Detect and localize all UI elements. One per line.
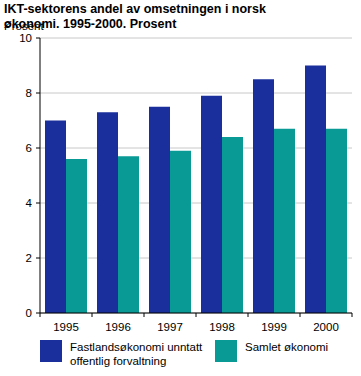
y-tick	[36, 148, 40, 149]
legend-label: Samlet økonomi	[245, 340, 361, 354]
y-tick	[36, 38, 40, 39]
x-tick	[40, 313, 41, 317]
bar	[170, 151, 191, 313]
chart-svg: Prosent 0 2 4 6 8 10 1995 1996 1997 1998 1999 2000	[0, 0, 361, 376]
legend-swatch	[215, 340, 237, 362]
x-tick-label: 1999	[261, 321, 287, 333]
bar	[253, 79, 274, 313]
y-tick	[36, 93, 40, 94]
x-tick-label: 1996	[105, 321, 131, 333]
legend-swatch	[40, 340, 62, 362]
bar	[149, 107, 170, 313]
bar	[326, 129, 347, 313]
bar	[305, 66, 326, 314]
chart-root: IKT-sektorens andel av omsetningen i nor…	[0, 0, 361, 376]
x-tick	[144, 313, 145, 317]
y-tick-label: 10	[19, 32, 32, 44]
bar	[274, 129, 295, 313]
x-tick	[196, 313, 197, 317]
bar	[66, 159, 87, 313]
y-tick-label: 8	[26, 87, 32, 99]
bars	[45, 66, 347, 314]
bar	[201, 96, 222, 313]
y-tick	[36, 258, 40, 259]
x-tick	[248, 313, 249, 317]
title: IKT-sektorens andel av omsetningen i nor…	[4, 2, 324, 32]
y-tick-label: 2	[26, 252, 32, 264]
bar	[97, 112, 118, 313]
y-tick-label: 0	[26, 307, 32, 319]
bar	[222, 137, 243, 313]
x-tick	[92, 313, 93, 317]
bar	[45, 121, 66, 314]
x-tick-label: 1998	[209, 321, 235, 333]
y-axis	[40, 38, 41, 313]
grid-line	[40, 38, 352, 39]
y-tick	[36, 203, 40, 204]
x-tick-label: 1997	[157, 321, 183, 333]
x-tick	[300, 313, 301, 317]
y-tick-label: 6	[26, 142, 32, 154]
x-tick-label: 1995	[53, 321, 79, 333]
legend-label: Fastlandsøkonomi unntatt offentlig forva…	[70, 340, 210, 368]
y-axis-label: Prosent	[4, 20, 44, 32]
x-tick-label: 2000	[313, 321, 339, 333]
y-tick	[36, 313, 40, 314]
bar	[118, 156, 139, 313]
y-tick-label: 4	[26, 197, 33, 209]
x-tick	[352, 313, 353, 317]
